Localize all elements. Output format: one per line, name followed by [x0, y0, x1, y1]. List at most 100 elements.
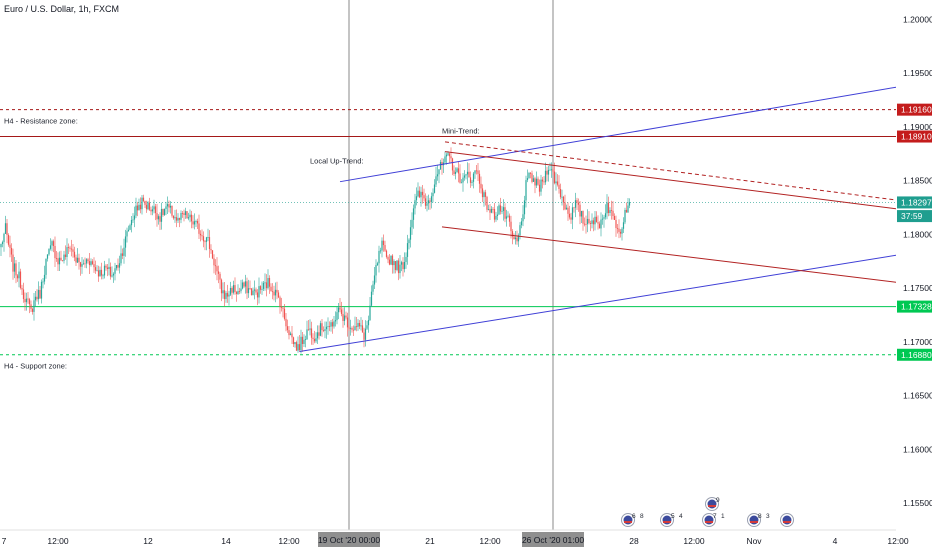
candle-body	[577, 202, 580, 205]
candle-body	[411, 219, 413, 228]
candle-body	[394, 261, 397, 270]
candle-body	[558, 184, 560, 189]
candle-body	[253, 289, 256, 291]
candle-body	[340, 309, 343, 314]
candle-body	[615, 220, 617, 228]
y-tick-label: 1.19000	[903, 122, 932, 132]
candle-body	[162, 208, 164, 215]
h4-resistance-label: H4 - Resistance zone:	[4, 117, 78, 126]
candle-body	[292, 337, 295, 345]
local-up-trend-top[interactable]	[339, 73, 932, 183]
candle-body	[420, 191, 422, 198]
candle-body	[387, 256, 389, 260]
candle-body	[202, 236, 205, 242]
candle-body	[157, 216, 160, 220]
candle-body	[178, 218, 181, 220]
candle-body	[393, 261, 395, 266]
y-tick-label: 1.16000	[903, 444, 932, 454]
candle-body	[448, 153, 451, 157]
candle-body	[130, 220, 133, 226]
candle-body	[150, 209, 152, 212]
candle-body	[574, 200, 577, 208]
candle-body	[396, 260, 398, 270]
candle-body	[69, 247, 71, 249]
x-highlight-box	[522, 532, 584, 547]
candle-body	[369, 305, 371, 321]
candle-body	[244, 281, 247, 287]
candle-body	[60, 257, 62, 261]
candle-body	[549, 169, 551, 171]
candle-body	[199, 233, 202, 236]
candle-body	[493, 209, 496, 220]
x-highlight-label: 26 Oct '20 01:00	[522, 535, 584, 545]
price-axis[interactable]	[896, 0, 932, 550]
candle-body	[307, 329, 310, 331]
candle-body	[160, 208, 163, 222]
candle-body	[324, 329, 326, 331]
candle-body	[604, 213, 607, 218]
candle-body	[421, 191, 424, 196]
candle-body	[555, 181, 557, 184]
candle-body	[471, 181, 473, 183]
x-tick-label: 12:00	[479, 536, 501, 546]
candle-body	[618, 228, 620, 232]
candle-body	[525, 180, 527, 201]
candle-body	[355, 326, 358, 328]
candle-body	[25, 298, 28, 303]
mini-trend-top[interactable]	[444, 151, 932, 220]
candle-body	[466, 171, 469, 175]
candle-body	[544, 170, 547, 183]
candle-body	[424, 198, 427, 206]
candle-body	[520, 221, 523, 226]
candle-body	[171, 205, 173, 216]
candle-body	[388, 259, 391, 265]
candle-body	[214, 265, 217, 267]
candle-body	[478, 173, 481, 184]
candle-body	[51, 241, 53, 246]
candle-body	[381, 240, 383, 251]
candle-body	[277, 292, 280, 298]
candle-body	[207, 237, 209, 238]
candle-body	[460, 182, 463, 184]
tag-1.16880	[897, 348, 932, 361]
candle-body	[225, 292, 227, 300]
candle-body	[117, 265, 119, 268]
candle-body	[463, 175, 466, 178]
candle-body	[378, 250, 380, 264]
candle-body	[291, 333, 293, 338]
candle-body	[439, 161, 442, 170]
candle-body	[468, 171, 470, 178]
candle-body	[597, 222, 599, 224]
x-tick-label: 21	[425, 536, 435, 546]
event-flag-1-count: 6	[632, 513, 636, 520]
candle-body	[366, 325, 368, 329]
candle-body	[153, 206, 155, 210]
candle-body	[385, 250, 388, 257]
candle-body	[580, 211, 583, 217]
candle-body	[103, 265, 106, 276]
candle-body	[484, 192, 487, 197]
candle-body	[7, 235, 10, 245]
candle-body	[310, 328, 313, 338]
tag-1.18297-text: 1.18297	[901, 197, 932, 207]
local-up-trend-bottom[interactable]	[299, 242, 932, 353]
candle-body	[613, 216, 616, 221]
candle-body	[210, 248, 212, 251]
event-flag-3-extra: 1	[721, 513, 725, 520]
candle-body	[42, 281, 44, 283]
candle-body	[591, 220, 593, 224]
mini-trend-bottom[interactable]	[441, 226, 932, 293]
mini-trend-dashed[interactable]	[444, 141, 932, 211]
candle-body	[120, 253, 122, 264]
candle-body	[462, 177, 464, 183]
candle-body	[351, 327, 353, 330]
candle-body	[474, 170, 476, 174]
candle-body	[177, 218, 179, 221]
candle-body	[265, 282, 268, 289]
candle-body	[46, 254, 49, 259]
candle-body	[129, 225, 131, 230]
candle-body	[243, 282, 245, 287]
candle-body	[280, 306, 283, 308]
candle-body	[423, 195, 425, 199]
